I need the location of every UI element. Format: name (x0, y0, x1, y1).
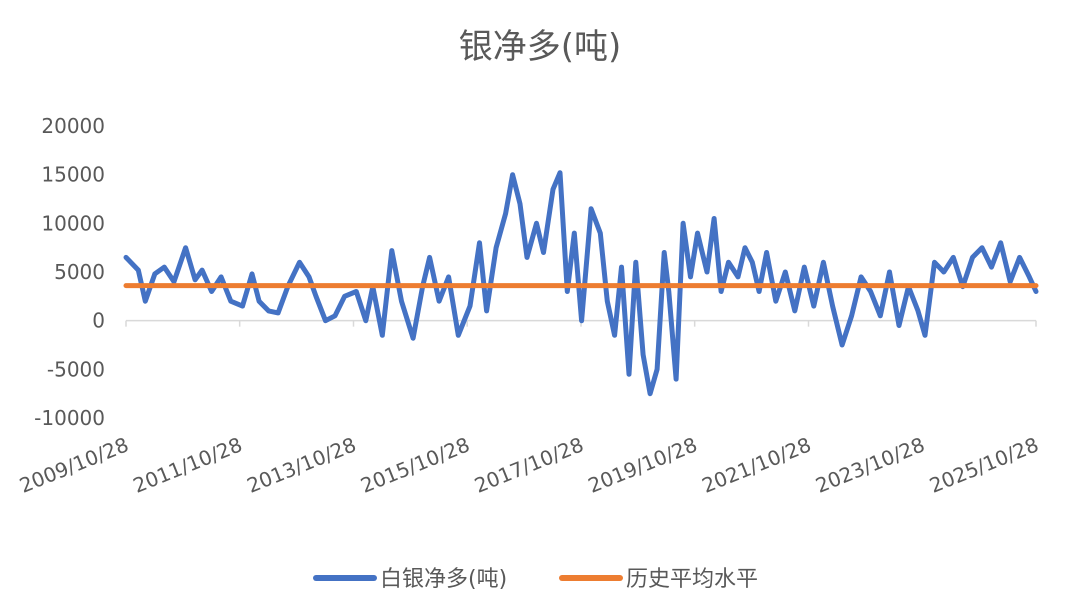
legend-item-silver-net-long: 白银净多(吨) (313, 567, 507, 592)
chart-title: 银净多(吨) (459, 27, 622, 67)
legend-label: 白银净多(吨) (380, 567, 507, 592)
y-tick-label: 20000 (41, 114, 105, 138)
x-tick-label: 2011/10/28 (130, 432, 246, 497)
x-axis: 2009/10/282011/10/282013/10/282015/10/28… (16, 319, 1042, 498)
x-tick-label: 2019/10/28 (585, 432, 701, 497)
x-tick-label: 2013/10/28 (243, 432, 359, 497)
y-axis-ticks: 20000 15000 10000 5000 0 -5000 -10000 (34, 114, 105, 430)
x-tick-label: 2021/10/28 (698, 432, 814, 497)
legend: 白银净多(吨) 历史平均水平 (313, 567, 758, 592)
y-tick-label: 10000 (41, 211, 105, 235)
x-tick-label: 2023/10/28 (812, 432, 928, 497)
y-tick-label: -10000 (34, 406, 105, 430)
legend-item-historical-average: 历史平均水平 (559, 567, 758, 592)
x-tick-label: 2025/10/28 (926, 432, 1042, 497)
legend-label: 历史平均水平 (626, 567, 758, 592)
series-line-silver-net-long (123, 170, 1039, 397)
x-tick-label: 2009/10/28 (16, 432, 132, 497)
y-tick-label: 5000 (54, 260, 105, 284)
y-tick-label: -5000 (47, 357, 105, 381)
y-tick-label: 15000 (41, 163, 105, 187)
x-tick-label: 2017/10/28 (471, 432, 587, 497)
x-tick-label: 2015/10/28 (357, 432, 473, 497)
series-layer (123, 170, 1039, 397)
y-tick-label: 0 (92, 309, 105, 333)
